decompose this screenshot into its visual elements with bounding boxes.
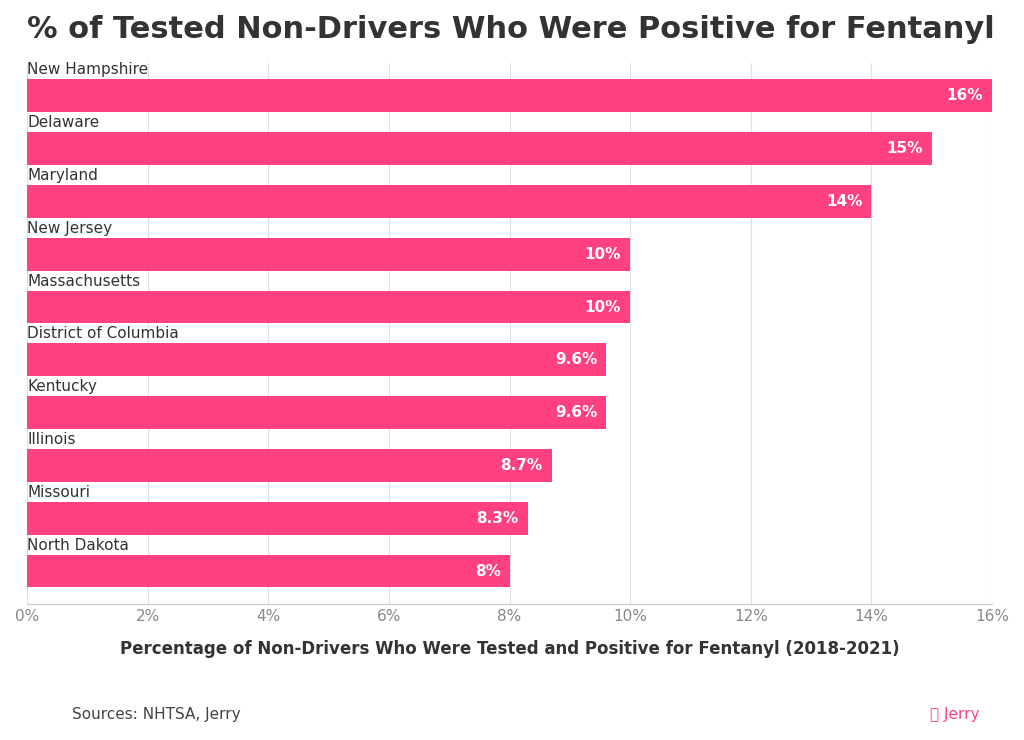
Bar [27, 449, 552, 482]
Text: New Hampshire: New Hampshire [27, 62, 148, 77]
Bar [27, 397, 606, 429]
Text: 8.7%: 8.7% [501, 458, 543, 473]
Text: % of Tested Non-Drivers Who Were Positive for Fentanyl: % of Tested Non-Drivers Who Were Positiv… [27, 15, 995, 44]
Bar [27, 502, 527, 535]
Text: Illinois: Illinois [27, 432, 76, 447]
Text: 14%: 14% [826, 194, 862, 209]
Text: 10%: 10% [585, 246, 622, 262]
Bar [27, 185, 871, 218]
Text: 16%: 16% [946, 88, 983, 104]
Text: ⌣ Jerry: ⌣ Jerry [930, 707, 979, 722]
Text: North Dakota: North Dakota [27, 538, 129, 553]
Text: 15%: 15% [887, 141, 923, 156]
Text: New Jersey: New Jersey [27, 221, 113, 236]
Bar [27, 132, 932, 165]
Bar [27, 238, 630, 271]
Bar [27, 79, 992, 112]
Text: 9.6%: 9.6% [555, 406, 597, 420]
Text: 10%: 10% [585, 300, 622, 314]
Text: 8%: 8% [475, 564, 501, 579]
Text: Kentucky: Kentucky [27, 379, 97, 394]
X-axis label: Percentage of Non-Drivers Who Were Tested and Positive for Fentanyl (2018-2021): Percentage of Non-Drivers Who Were Teste… [120, 640, 899, 659]
Text: 8.3%: 8.3% [476, 511, 518, 526]
Text: District of Columbia: District of Columbia [27, 326, 179, 341]
Text: 9.6%: 9.6% [555, 352, 597, 367]
Text: Maryland: Maryland [27, 168, 98, 183]
Text: Missouri: Missouri [27, 485, 90, 500]
Text: Massachusetts: Massachusetts [27, 274, 140, 289]
Text: Delaware: Delaware [27, 115, 99, 130]
Bar [27, 343, 606, 376]
Text: Sources: NHTSA, Jerry: Sources: NHTSA, Jerry [72, 707, 241, 722]
Bar [27, 555, 510, 588]
Bar [27, 291, 630, 323]
